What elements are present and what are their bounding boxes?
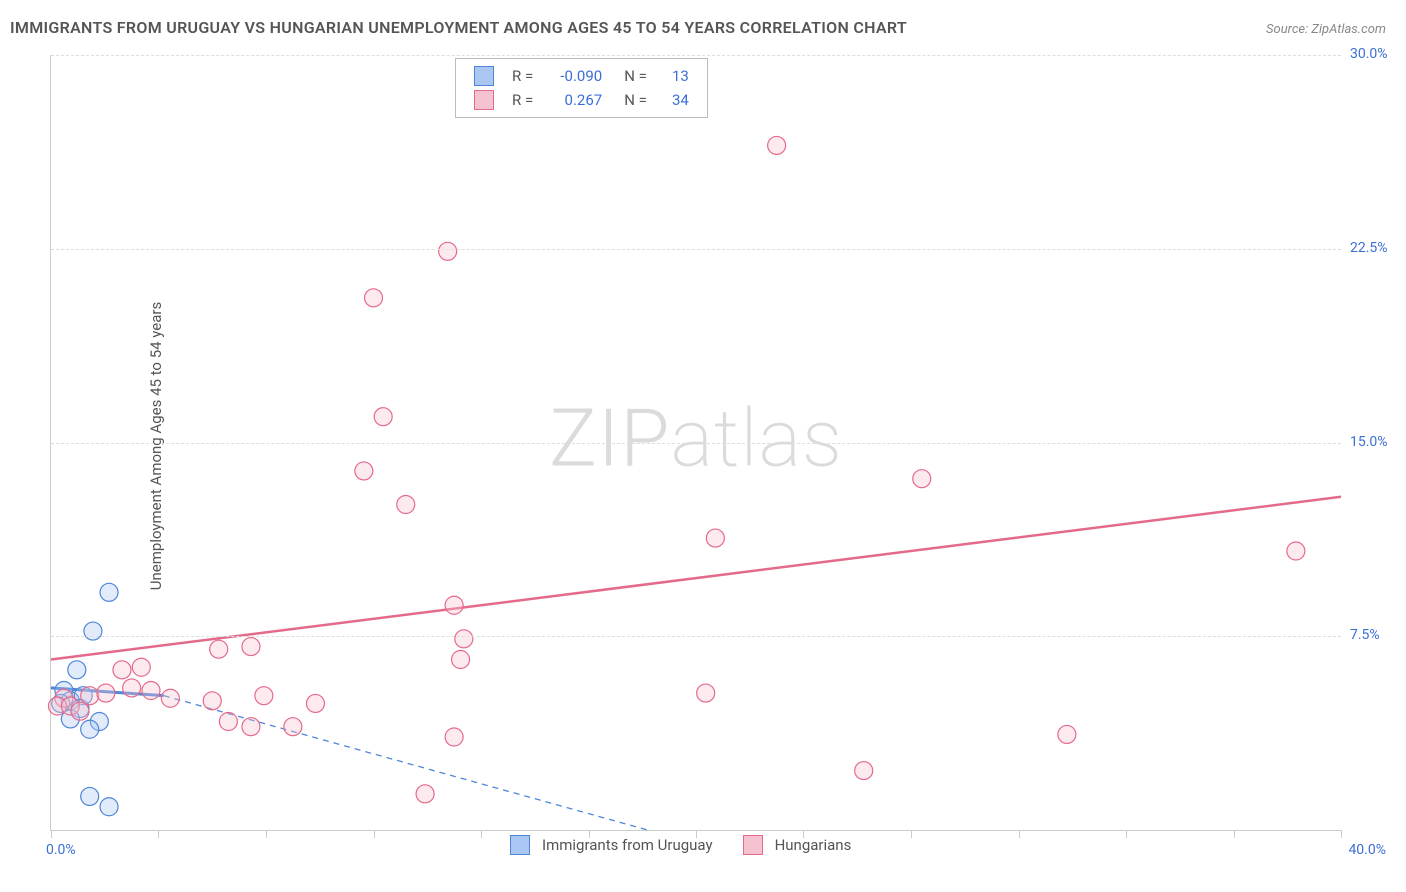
n-label-1: N = <box>610 89 653 111</box>
point-hungarians <box>81 687 99 705</box>
x-tick <box>374 830 375 838</box>
point-hungarians <box>455 630 473 648</box>
point-uruguay <box>100 583 118 601</box>
point-hungarians <box>452 651 470 669</box>
x-tick <box>1126 830 1127 838</box>
x-tick <box>1019 830 1020 838</box>
gridline <box>51 55 1341 56</box>
stats-row-hungarians: R = 0.267 N = 34 <box>468 89 695 111</box>
x-max-label: 40.0% <box>1348 842 1386 858</box>
point-uruguay <box>84 622 102 640</box>
legend-swatch-hungarians <box>743 835 763 855</box>
point-hungarians <box>97 684 115 702</box>
point-hungarians <box>161 689 179 707</box>
point-uruguay <box>100 798 118 816</box>
stats-table: R = -0.090 N = 13 R = 0.267 N = 34 <box>466 63 697 113</box>
point-hungarians <box>913 470 931 488</box>
stats-legend: R = -0.090 N = 13 R = 0.267 N = 34 <box>455 58 708 118</box>
n-value-0: 13 <box>655 65 695 87</box>
legend-item-hungarians: Hungarians <box>743 835 852 855</box>
y-tick-label: 15.0% <box>1350 434 1388 450</box>
y-tick-label: 30.0% <box>1350 46 1388 62</box>
x-tick <box>1234 830 1235 838</box>
point-hungarians <box>445 728 463 746</box>
point-hungarians <box>113 661 131 679</box>
point-hungarians <box>855 762 873 780</box>
swatch-uruguay <box>474 66 494 86</box>
trend-line-hungarians <box>51 497 1341 660</box>
point-hungarians <box>374 408 392 426</box>
point-hungarians <box>1287 542 1305 560</box>
point-hungarians <box>284 718 302 736</box>
point-uruguay <box>81 720 99 738</box>
gridline <box>51 249 1341 250</box>
point-hungarians <box>71 702 89 720</box>
point-hungarians <box>132 658 150 676</box>
source-label: Source: ZipAtlas.com <box>1266 22 1386 37</box>
x-tick <box>51 830 52 838</box>
point-hungarians <box>768 136 786 154</box>
point-hungarians <box>123 679 141 697</box>
point-hungarians <box>255 687 273 705</box>
point-hungarians <box>355 462 373 480</box>
point-hungarians <box>1058 725 1076 743</box>
point-hungarians <box>416 785 434 803</box>
x-tick <box>158 830 159 838</box>
x-tick <box>481 830 482 838</box>
x-origin-label: 0.0% <box>46 842 76 858</box>
legend-label-hungarians: Hungarians <box>775 836 852 854</box>
r-label-1: R = <box>506 89 539 111</box>
chart-title: IMMIGRANTS FROM URUGUAY VS HUNGARIAN UNE… <box>10 18 907 37</box>
point-hungarians <box>365 289 383 307</box>
r-label-0: R = <box>506 65 539 87</box>
point-uruguay <box>81 787 99 805</box>
point-hungarians <box>210 640 228 658</box>
swatch-hungarians <box>474 90 494 110</box>
point-hungarians <box>242 718 260 736</box>
r-value-0: -0.090 <box>541 65 608 87</box>
gridline <box>51 443 1341 444</box>
legend-label-uruguay: Immigrants from Uruguay <box>542 836 713 854</box>
point-hungarians <box>306 694 324 712</box>
point-uruguay <box>68 661 86 679</box>
point-hungarians <box>439 242 457 260</box>
legend-swatch-uruguay <box>510 835 530 855</box>
point-hungarians <box>242 638 260 656</box>
stats-row-uruguay: R = -0.090 N = 13 <box>468 65 695 87</box>
trend-ext-uruguay <box>164 696 648 830</box>
point-hungarians <box>142 682 160 700</box>
n-value-1: 34 <box>655 89 695 111</box>
point-hungarians <box>397 496 415 514</box>
point-hungarians <box>219 713 237 731</box>
point-hungarians <box>445 596 463 614</box>
x-tick <box>1341 830 1342 838</box>
plot-area: ZIPatlas <box>50 55 1341 831</box>
series-legend: Immigrants from Uruguay Hungarians <box>510 835 851 855</box>
y-tick-label: 7.5% <box>1350 627 1380 643</box>
r-value-1: 0.267 <box>541 89 608 111</box>
x-tick <box>911 830 912 838</box>
point-hungarians <box>706 529 724 547</box>
gridline <box>51 636 1341 637</box>
y-tick-label: 22.5% <box>1350 240 1388 256</box>
point-hungarians <box>697 684 715 702</box>
n-label-0: N = <box>610 65 653 87</box>
point-hungarians <box>203 692 221 710</box>
legend-item-uruguay: Immigrants from Uruguay <box>510 835 713 855</box>
x-tick <box>266 830 267 838</box>
